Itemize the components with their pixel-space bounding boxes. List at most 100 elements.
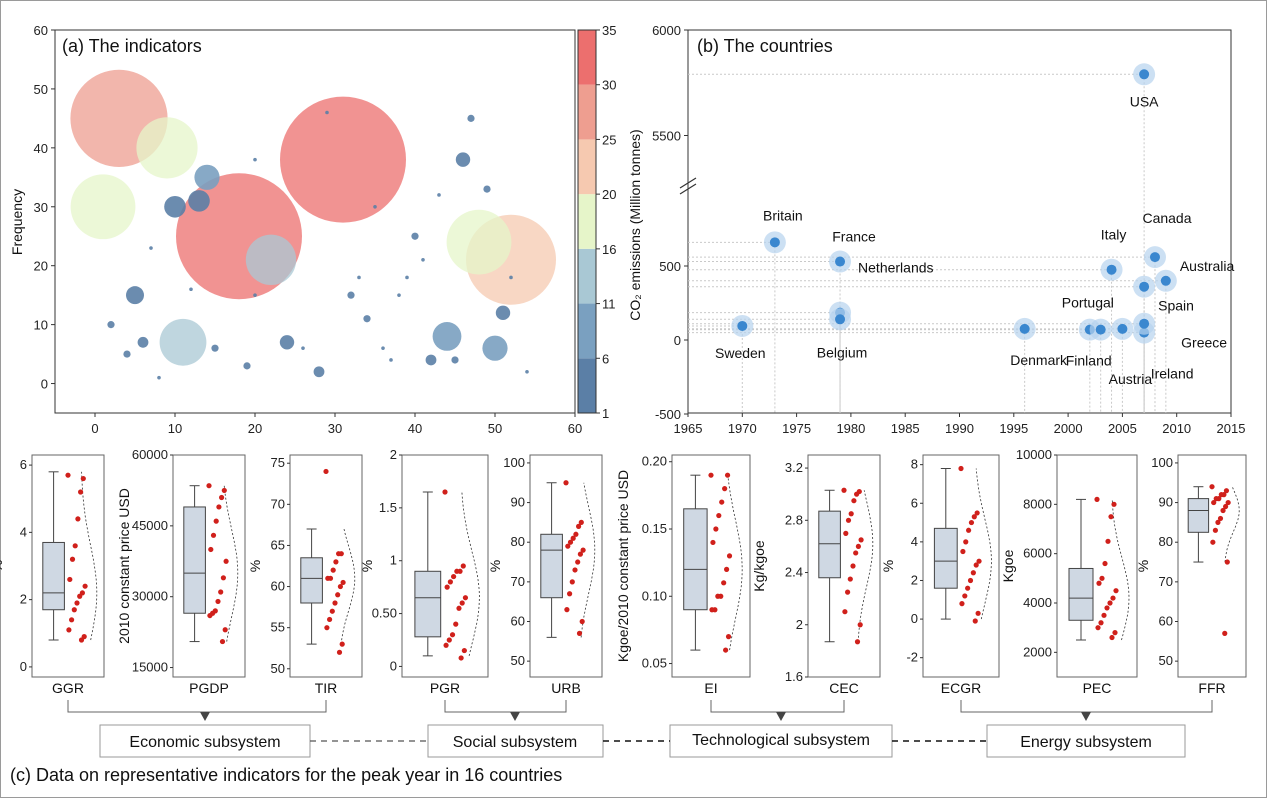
boxplot-axis-label-2: % bbox=[247, 560, 263, 572]
boxplot-frame-5 bbox=[671, 454, 751, 678]
data-point-4-1 bbox=[578, 519, 584, 525]
bubble-41 bbox=[405, 275, 409, 280]
panel-b-title: (b) The countries bbox=[697, 36, 833, 56]
point-label-10: Sweden bbox=[715, 345, 766, 361]
bubble-36 bbox=[325, 110, 329, 115]
colorbar-label-7: 35 bbox=[602, 23, 616, 38]
boxplot-ylabel-tick-8-2: 6000 bbox=[1023, 546, 1052, 561]
data-point-1-10 bbox=[215, 598, 221, 605]
point-11 bbox=[1019, 323, 1030, 334]
boxplot-frame-0 bbox=[31, 454, 105, 678]
iqr-box-1 bbox=[183, 506, 206, 614]
data-point-7-1 bbox=[974, 510, 980, 516]
data-point-4-6 bbox=[565, 543, 571, 549]
point-13 bbox=[1117, 323, 1128, 334]
boxplot-ylabel-tick-9-1: 60 bbox=[1159, 614, 1173, 629]
connector-bracket-3 bbox=[960, 700, 1213, 713]
boxplot-ffr: 50 60 70 80 90 100% FFR bbox=[1135, 454, 1247, 696]
data-point-4-11 bbox=[569, 579, 575, 585]
data-point-7-2 bbox=[971, 514, 977, 520]
boxplot-name-9: FFR bbox=[1198, 680, 1225, 696]
bubble-39 bbox=[389, 358, 393, 362]
data-point-6-14 bbox=[857, 622, 863, 628]
pb-xtick-label-8: 2005 bbox=[1108, 421, 1137, 436]
boxplot-ylabel-tick-8-1: 4000 bbox=[1023, 595, 1052, 610]
boxplot-axis-label-6: Kg/kgoe bbox=[751, 540, 767, 592]
point-label-11: Denmark bbox=[1010, 352, 1068, 368]
pb-ytick-label-2: 500 bbox=[659, 259, 681, 274]
data-point-9-9 bbox=[1220, 507, 1226, 514]
subsystem-economic-label: Economic subsystem bbox=[129, 734, 280, 751]
boxplot-ylabel-tick-6-0: 1.6 bbox=[785, 669, 803, 684]
data-point-5-11 bbox=[715, 593, 721, 599]
subsystem-technological-label: Technological subsystem bbox=[692, 732, 870, 749]
density-curve-9 bbox=[1224, 486, 1240, 563]
data-point-2-7 bbox=[340, 579, 346, 586]
subsystem-economic: Economic subsystem bbox=[99, 724, 311, 758]
boxplot-ylabel-tick-2-2: 60 bbox=[271, 579, 285, 594]
panel-a-plot-frame bbox=[54, 29, 576, 414]
boxplot-ylabel-tick-4-4: 90 bbox=[511, 495, 525, 510]
panel-b-points: USA Britain France Italy Canada Australia Spai… bbox=[715, 63, 1235, 387]
connector-bracket-1 bbox=[444, 700, 567, 713]
pb-ytick-label-3: 5500 bbox=[652, 129, 681, 144]
bubble-10 bbox=[188, 190, 210, 212]
pb-xtick-label-2: 1975 bbox=[782, 421, 811, 436]
density-curve-7 bbox=[975, 468, 992, 620]
data-point-1-2 bbox=[219, 494, 225, 501]
data-point-2-0 bbox=[323, 468, 329, 475]
pb-xtick-label-9: 2010 bbox=[1162, 421, 1191, 436]
connector-arrow-2 bbox=[776, 712, 786, 721]
bubble-47 bbox=[373, 204, 377, 209]
boxplot-ylabel-tick-7-1: 0 bbox=[911, 611, 918, 626]
data-point-3-0 bbox=[442, 489, 448, 495]
density-curve-6 bbox=[857, 490, 874, 642]
data-point-8-12 bbox=[1098, 620, 1104, 626]
pb-ytick-label-0: -500 bbox=[655, 407, 681, 422]
boxplot-name-3: PGR bbox=[430, 680, 460, 696]
panel-c-connectors bbox=[67, 700, 1213, 721]
data-point-8-0 bbox=[1094, 496, 1100, 502]
data-point-0-12 bbox=[69, 617, 75, 623]
colorbar-label-5: 25 bbox=[602, 132, 616, 147]
data-point-6-8 bbox=[855, 543, 862, 550]
bubble-11 bbox=[164, 195, 186, 218]
data-point-5-2 bbox=[722, 486, 728, 492]
subsystem-energy: Energy subsystem bbox=[986, 724, 1186, 758]
boxplot-ylabel-tick-9-0: 50 bbox=[1159, 653, 1173, 668]
data-point-4-9 bbox=[575, 559, 581, 565]
colorbar-segment-1 bbox=[578, 303, 596, 359]
boxplot-ylabel-tick-8-4: 10000 bbox=[1016, 447, 1052, 462]
bubble-18 bbox=[483, 185, 491, 193]
data-point-1-7 bbox=[223, 558, 229, 564]
data-point-0-11 bbox=[71, 607, 77, 613]
bubble-19 bbox=[107, 321, 115, 329]
boxplot-ylabel-tick-5-0: 0.05 bbox=[642, 656, 667, 671]
data-point-3-6 bbox=[444, 584, 450, 590]
boxplot-pgdp: 15000 30000 45000 60000 2010 constant price … bbox=[116, 447, 246, 696]
bubble-34 bbox=[189, 287, 193, 292]
point-label-0: USA bbox=[1130, 93, 1159, 109]
boxplot-ylabel-tick-7-0: -2 bbox=[906, 650, 918, 665]
data-point-2-10 bbox=[332, 600, 338, 606]
colorbar-frame bbox=[577, 29, 597, 414]
data-point-3-15 bbox=[458, 655, 464, 661]
boxplot-ylabel-tick-1-1: 30000 bbox=[132, 589, 168, 604]
bubble-2 bbox=[136, 117, 198, 179]
data-point-9-0 bbox=[1209, 484, 1215, 490]
bubble-1 bbox=[70, 174, 136, 240]
point-label-3: Italy bbox=[1101, 227, 1127, 243]
data-point-6-11 bbox=[847, 576, 853, 582]
data-point-0-10 bbox=[74, 600, 80, 606]
data-point-8-11 bbox=[1101, 612, 1107, 618]
data-point-1-1 bbox=[221, 487, 227, 494]
boxplot-axis-label-1: 2010 constant price USD bbox=[116, 488, 132, 644]
density-curve-4 bbox=[580, 482, 596, 638]
data-point-6-15 bbox=[854, 639, 861, 645]
boxplot-axis-label-4: % bbox=[487, 560, 503, 572]
data-point-1-0 bbox=[206, 483, 212, 489]
bubble-6 bbox=[446, 209, 512, 275]
data-point-4-10 bbox=[572, 567, 578, 573]
